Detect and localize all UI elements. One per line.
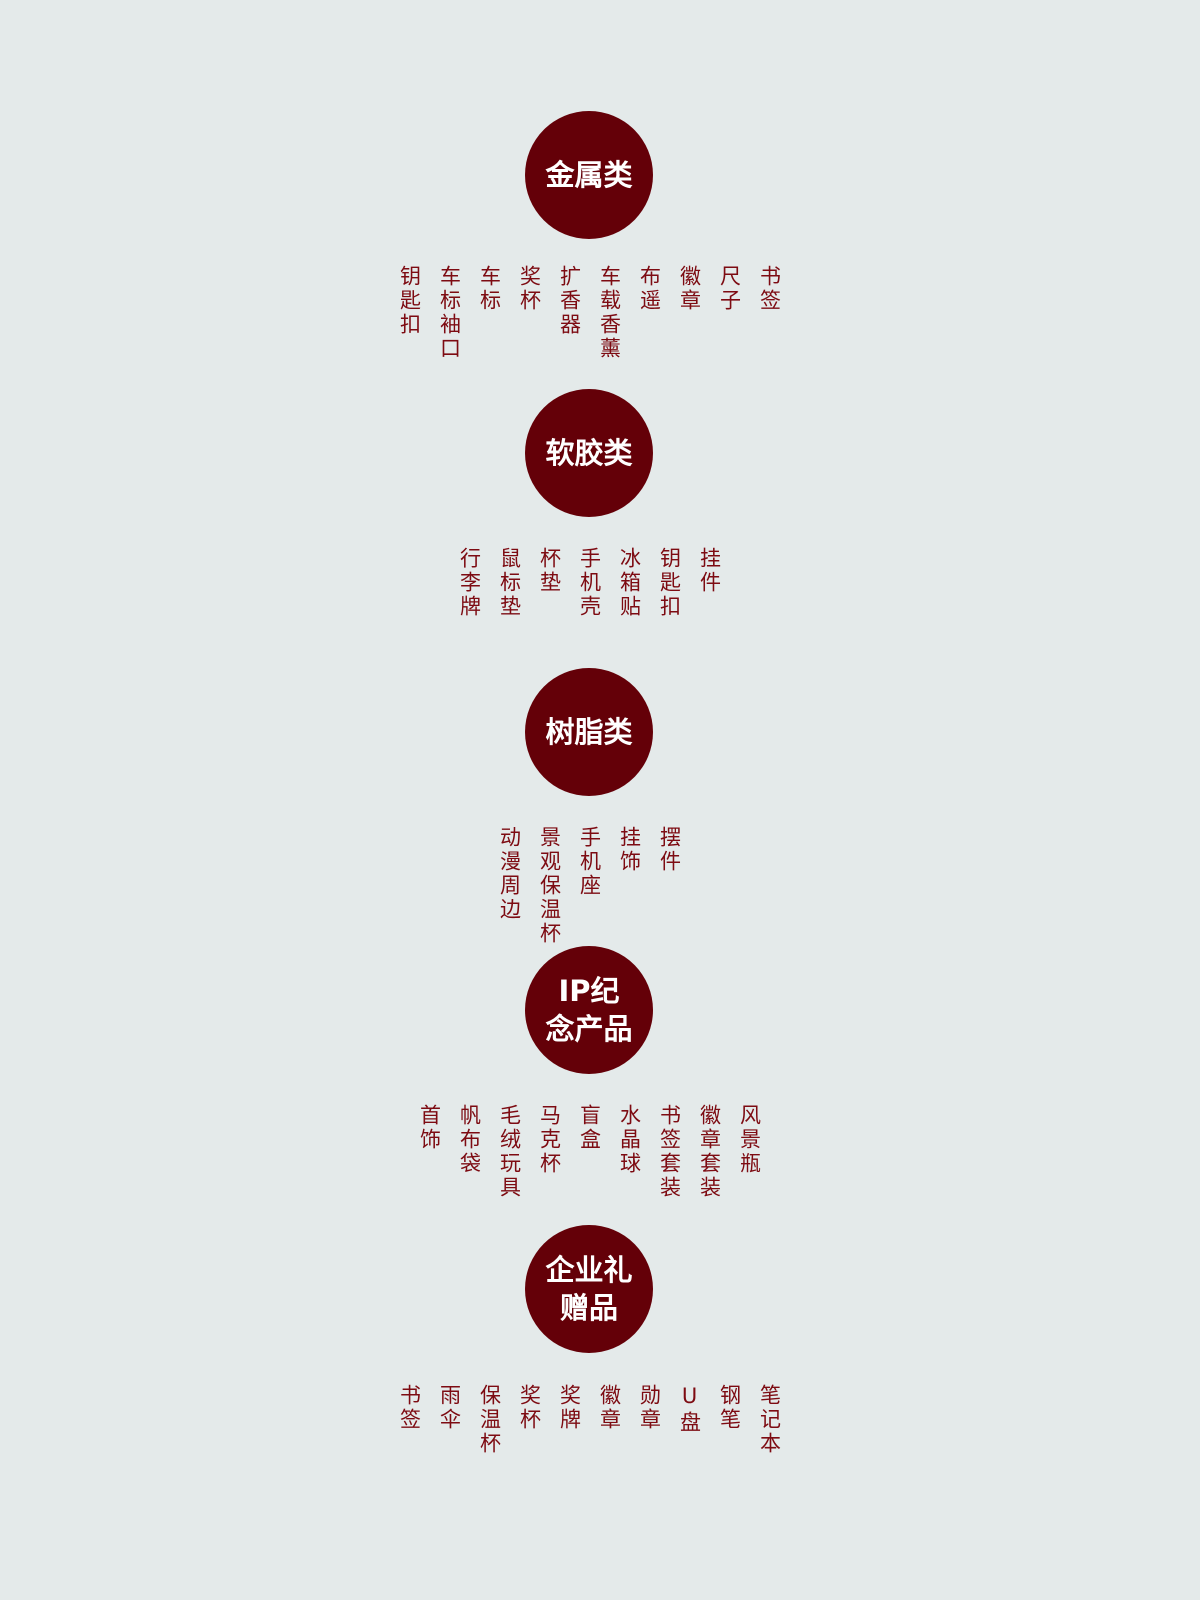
list-item: 尺子 bbox=[717, 265, 742, 313]
list-item: U盘 bbox=[677, 1384, 702, 1435]
list-item: 摆件 bbox=[657, 826, 682, 874]
list-item: 书签 bbox=[757, 265, 782, 313]
category-badge: IP纪 念产品 bbox=[525, 946, 653, 1074]
list-item: 扩香器 bbox=[557, 265, 582, 337]
list-item: 鼠标垫 bbox=[497, 547, 522, 619]
list-item: 手机座 bbox=[577, 826, 602, 898]
item-list: 动漫周边 景观保温杯 手机座 挂饰 摆件 bbox=[0, 826, 1178, 946]
category-title: 金属类 bbox=[545, 158, 633, 192]
item-list: 钥匙扣 车标袖口 车标 奖杯 扩香器 车载香薰 布遥 徽章 尺子 书签 bbox=[0, 265, 1178, 361]
category-title: 软胶类 bbox=[545, 436, 633, 470]
item-list: 行李牌 鼠标垫 杯垫 手机壳 冰箱贴 钥匙扣 挂件 bbox=[0, 547, 1178, 619]
list-item: 手机壳 bbox=[577, 547, 602, 619]
list-item: 奖牌 bbox=[557, 1384, 582, 1432]
list-item: 徽章套装 bbox=[697, 1104, 722, 1200]
list-item: 首饰 bbox=[417, 1104, 442, 1152]
list-item: 景观保温杯 bbox=[537, 826, 562, 946]
item-list: 书签 雨伞 保温杯 奖杯 奖牌 徽章 勋章 U盘 钢笔 笔记本 bbox=[0, 1384, 1178, 1456]
list-item: 钢笔 bbox=[717, 1384, 742, 1432]
category-title: IP纪 念产品 bbox=[545, 974, 633, 1046]
list-item: 帆布袋 bbox=[457, 1104, 482, 1176]
list-item: 动漫周边 bbox=[497, 826, 522, 922]
category-title: 企业礼赠品 bbox=[545, 1253, 633, 1325]
list-item: 笔记本 bbox=[757, 1384, 782, 1456]
list-item: 布遥 bbox=[637, 265, 662, 313]
list-item: 风景瓶 bbox=[737, 1104, 762, 1176]
item-list: 首饰 帆布袋 毛绒玩具 马克杯 盲盒 水晶球 书签套装 徽章套装 风景瓶 bbox=[0, 1104, 1178, 1200]
list-item: 雨伞 bbox=[437, 1384, 462, 1432]
list-item: 奖杯 bbox=[517, 265, 542, 313]
list-item: 行李牌 bbox=[457, 547, 482, 619]
category-badge: 金属类 bbox=[525, 111, 653, 239]
list-item: 钥匙扣 bbox=[657, 547, 682, 619]
list-item: 毛绒玩具 bbox=[497, 1104, 522, 1200]
list-item: 钥匙扣 bbox=[397, 265, 422, 337]
list-item: 书签 bbox=[397, 1384, 422, 1432]
list-item: 挂饰 bbox=[617, 826, 642, 874]
list-item: 车标袖口 bbox=[437, 265, 462, 361]
list-item: 车标 bbox=[477, 265, 502, 313]
category-badge: 软胶类 bbox=[525, 389, 653, 517]
list-item: 书签套装 bbox=[657, 1104, 682, 1200]
list-item: 徽章 bbox=[597, 1384, 622, 1432]
list-item: 盲盒 bbox=[577, 1104, 602, 1152]
category-title: 树脂类 bbox=[545, 715, 633, 749]
list-item: 水晶球 bbox=[617, 1104, 642, 1176]
list-item: 马克杯 bbox=[537, 1104, 562, 1176]
list-item: 奖杯 bbox=[517, 1384, 542, 1432]
category-badge: 企业礼赠品 bbox=[525, 1225, 653, 1353]
list-item: 杯垫 bbox=[537, 547, 562, 595]
list-item: 冰箱贴 bbox=[617, 547, 642, 619]
list-item: 勋章 bbox=[637, 1384, 662, 1432]
list-item: 徽章 bbox=[677, 265, 702, 313]
list-item: 保温杯 bbox=[477, 1384, 502, 1456]
list-item: 挂件 bbox=[697, 547, 722, 595]
list-item: 车载香薰 bbox=[597, 265, 622, 361]
category-badge: 树脂类 bbox=[525, 668, 653, 796]
